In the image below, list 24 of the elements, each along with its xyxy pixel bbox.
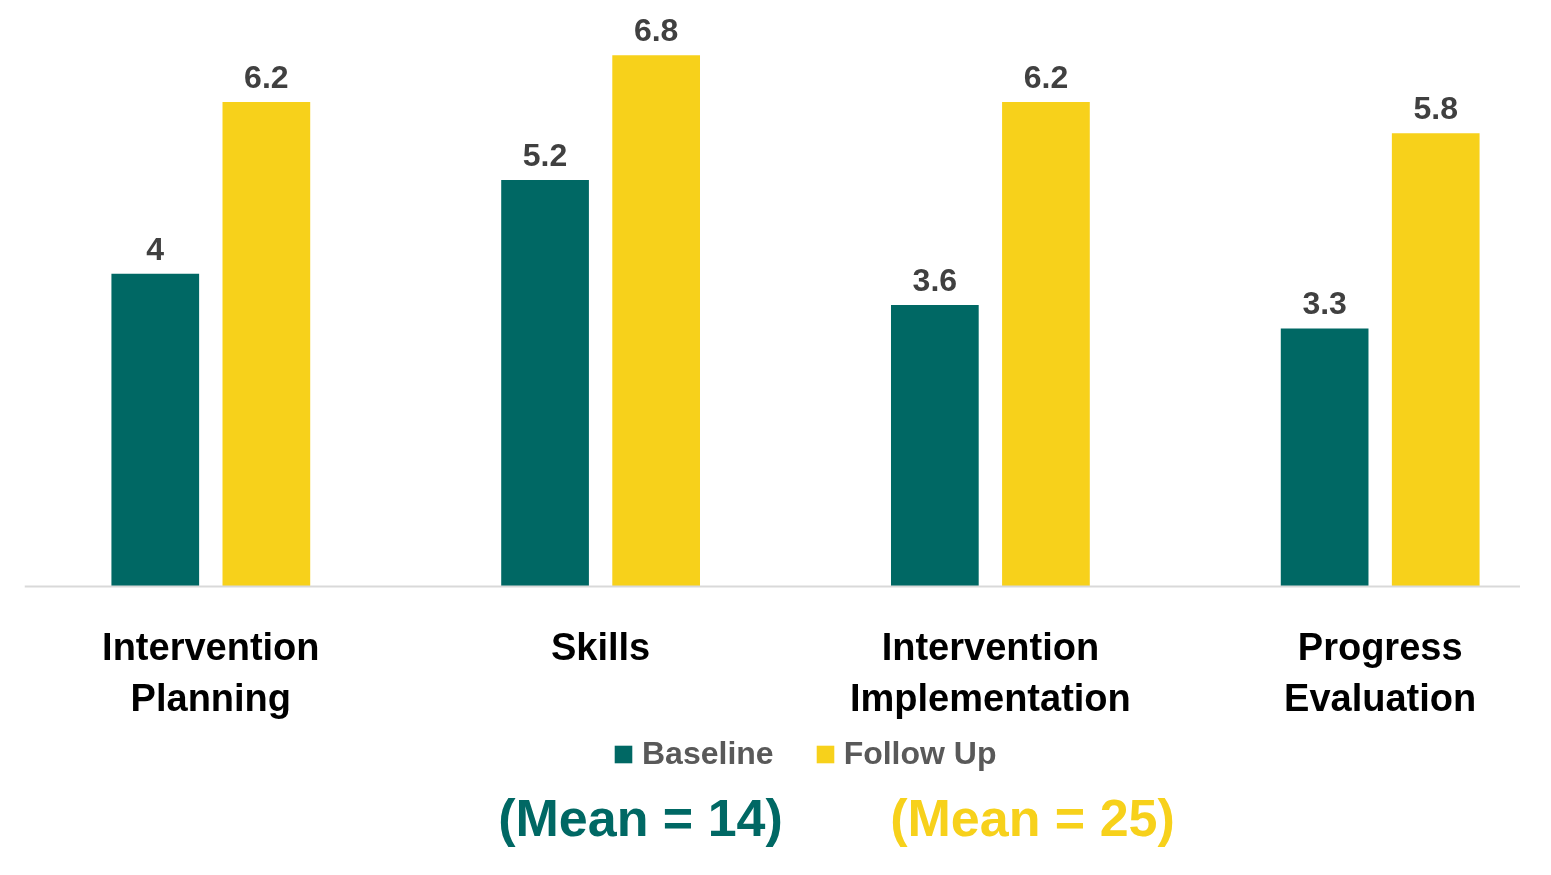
x-tick-label: Intervention Planning bbox=[102, 626, 320, 719]
legend-label: Baseline bbox=[642, 735, 774, 772]
data-label: 6.8 bbox=[633, 12, 679, 49]
bar bbox=[222, 102, 311, 587]
x-tick-label: Intervention Implementation bbox=[849, 626, 1131, 719]
data-label: 3.6 bbox=[912, 262, 958, 299]
bar bbox=[1280, 328, 1369, 587]
legend-label: Follow Up bbox=[843, 735, 997, 772]
x-tick-label: Progress Evaluation bbox=[1284, 626, 1477, 719]
bar bbox=[111, 273, 200, 587]
text: (Mean = 25) bbox=[890, 788, 1175, 847]
data-label: 5.2 bbox=[522, 137, 568, 174]
x-tick-label: Skills bbox=[550, 626, 651, 669]
bar bbox=[612, 55, 700, 587]
bar bbox=[1391, 133, 1480, 587]
bar bbox=[891, 305, 979, 587]
data-label: 6.2 bbox=[1023, 59, 1069, 96]
data-label: 5.8 bbox=[1413, 90, 1458, 127]
data-label: 4 bbox=[146, 230, 165, 267]
data-label: 6.2 bbox=[244, 59, 289, 96]
bar bbox=[1002, 102, 1090, 587]
text: (Mean = 14) bbox=[498, 788, 783, 847]
data-label: 3.3 bbox=[1302, 285, 1347, 322]
bar bbox=[501, 180, 589, 587]
